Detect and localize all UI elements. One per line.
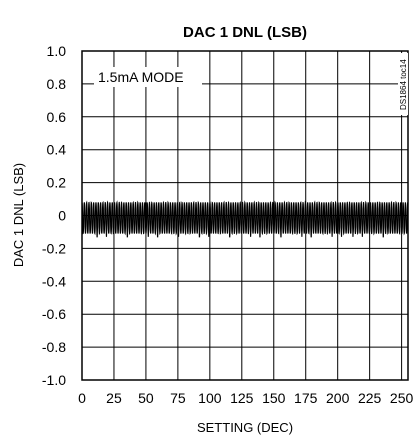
x-tick-label: 200: [326, 390, 350, 406]
side-label-background: [398, 53, 408, 115]
chart-title: DAC 1 DNL (LSB): [183, 24, 307, 41]
x-tick-label: 75: [170, 390, 186, 406]
y-tick-label: 0.8: [47, 76, 67, 92]
x-tick-label: 125: [230, 390, 254, 406]
y-tick-label: -0.6: [42, 306, 66, 322]
x-tick-label: 0: [78, 390, 86, 406]
y-tick-label: -0.4: [42, 273, 66, 289]
y-tick-label: 0.6: [47, 109, 67, 125]
x-tick-label: 225: [358, 390, 382, 406]
dnl-series-line: [81, 200, 409, 238]
x-tick-label: 250: [390, 390, 414, 406]
figure-id-label: DS1864 toc14: [399, 59, 408, 110]
y-tick-label: 0.2: [47, 175, 67, 191]
x-tick-label: 50: [138, 390, 154, 406]
y-tick-label: -0.2: [42, 240, 66, 256]
annotation-background: [94, 67, 202, 87]
mode-annotation: 1.5mA MODE: [98, 69, 184, 85]
y-tick-labels: 1.0 0.8 0.6 0.4 0.2 0 -0.2 -0.4 -0.6 -0.8 -1.0: [42, 43, 66, 388]
y-tick-label: -0.8: [42, 339, 66, 355]
x-tick-label: 150: [262, 390, 286, 406]
x-tick-label: 175: [294, 390, 318, 406]
y-tick-label: 0.4: [47, 142, 67, 158]
x-axis-label: SETTING (DEC): [197, 420, 293, 435]
y-tick-label: 0: [58, 208, 66, 224]
x-tick-labels: 0 25 50 75 100 125 150 175 200 225 250: [78, 390, 413, 406]
y-tick-label: 1.0: [47, 43, 67, 59]
x-tick-label: 100: [198, 390, 222, 406]
y-tick-label: -1.0: [42, 372, 66, 388]
y-axis-label: DAC 1 DNL (LSB): [11, 163, 26, 267]
x-tick-label: 25: [106, 390, 122, 406]
